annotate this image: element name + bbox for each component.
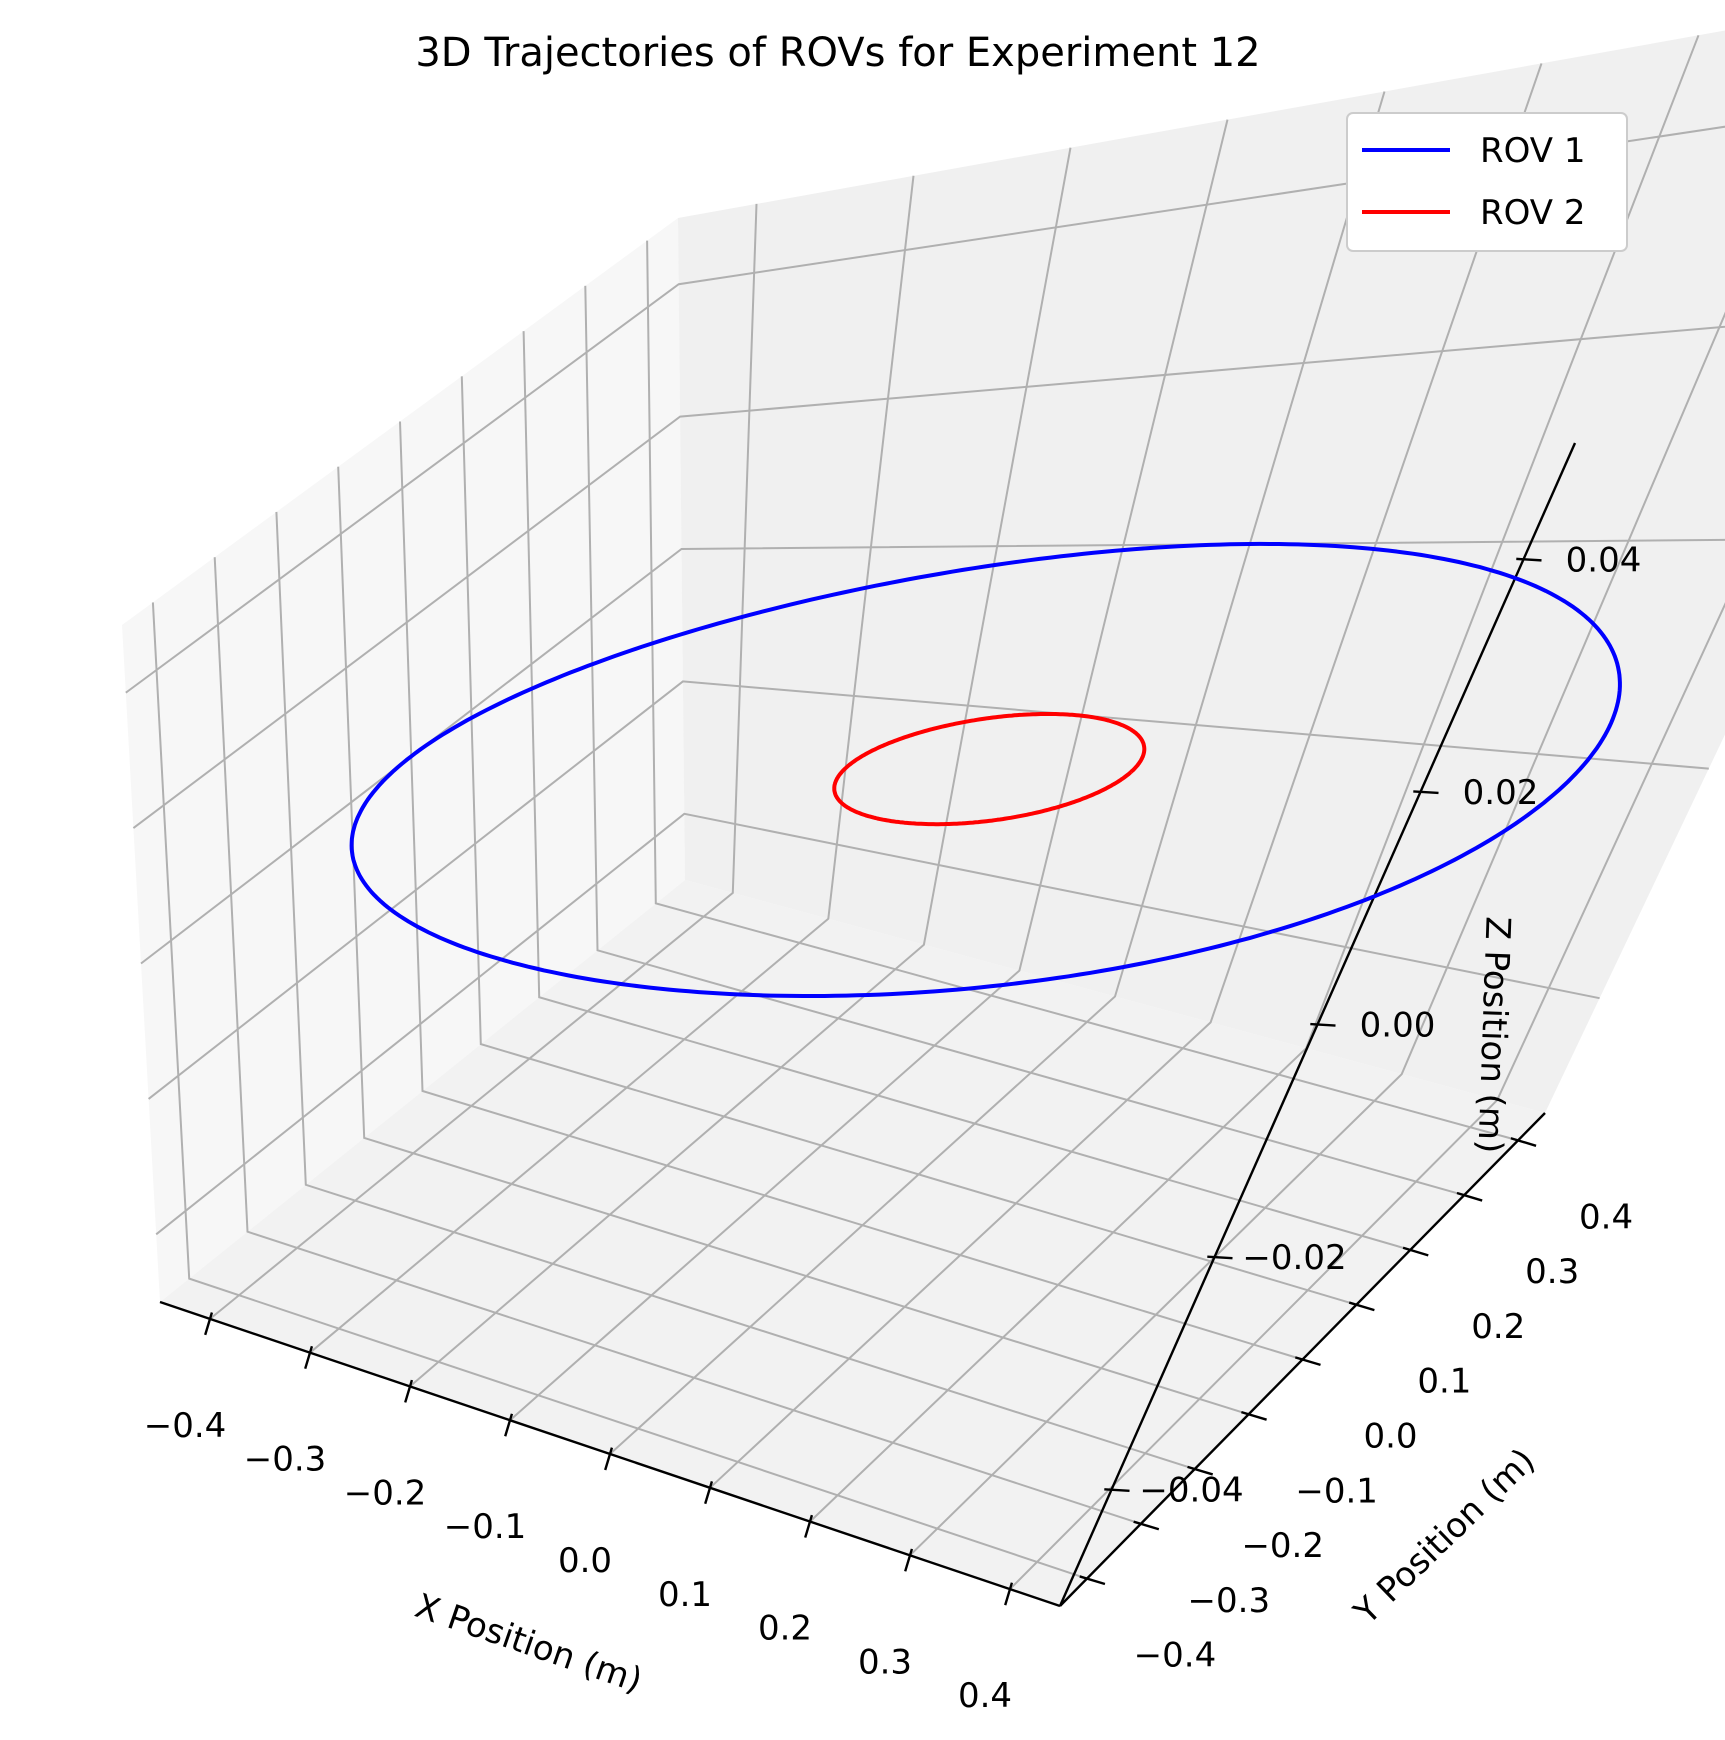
z-axis-label: Z Position (m) (1469, 916, 1517, 1154)
y-tick-2-mark (1187, 1465, 1214, 1476)
y-tick-6-label: 0.2 (1471, 1307, 1525, 1347)
y-tick-3-label: −0.1 (1295, 1471, 1378, 1511)
x-tick-0-mark (204, 1312, 214, 1336)
x-tick-2-label: −0.2 (344, 1473, 427, 1513)
grid-y-4 (399, 421, 1303, 1361)
floor-pane (160, 880, 1545, 1606)
grid-x-4 (609, 91, 1386, 1455)
grid-y-8 (646, 240, 1519, 1142)
x-tick-1-label: −0.3 (244, 1440, 327, 1480)
y-tick-5-label: 0.1 (1417, 1362, 1471, 1402)
z-tick-1-label: −0.02 (1242, 1238, 1346, 1278)
grid-x-3 (509, 119, 1229, 1421)
x-tick-4-label: 0.0 (558, 1541, 612, 1581)
y-tick-8-mark (1510, 1137, 1537, 1147)
grid-y-0 (151, 602, 1088, 1580)
y-tick-5-mark (1348, 1301, 1375, 1312)
y-tick-2-label: −0.2 (1241, 1526, 1324, 1566)
x-tick-1-mark (304, 1345, 314, 1370)
x-axis-label: X Position (m) (410, 1586, 647, 1701)
grid-z-0 (155, 812, 1600, 1236)
x-tick-2-mark (404, 1379, 414, 1403)
axes-panes (122, 30, 1725, 1606)
y-tick-1-label: −0.3 (1188, 1581, 1271, 1621)
grid-x-1 (309, 175, 915, 1354)
grid-z-1 (147, 680, 1709, 1100)
grid-x-2 (409, 147, 1072, 1388)
x-tick-3-label: −0.1 (444, 1507, 527, 1547)
x-tick-5-mark (704, 1481, 714, 1505)
x-tick-4-mark (604, 1447, 614, 1471)
z-tick-3-label: 0.02 (1463, 773, 1539, 813)
x-tick-0-label: −0.4 (144, 1406, 227, 1446)
y-tick-8-label: 0.4 (1579, 1197, 1633, 1237)
y-tick-1-mark (1133, 1520, 1160, 1531)
y-tick-0-mark (1079, 1575, 1106, 1586)
x-tick-6-label: 0.2 (758, 1609, 812, 1649)
grid-x-7 (909, 311, 1725, 1557)
series-rov-2 (832, 712, 1147, 827)
z-tick-4-mark (1516, 557, 1542, 562)
y-axis-label: Y Position (m) (1346, 1441, 1543, 1633)
legend-frame (1346, 112, 1628, 252)
grid-x-0 (209, 203, 758, 1320)
x-tick-7-label: 0.3 (858, 1642, 912, 1682)
legend-label-rov-1: ROV 1 (1480, 131, 1586, 171)
grid-z-2 (140, 538, 1725, 965)
x-tick-8-label: 0.4 (958, 1676, 1012, 1716)
grid-x-8 (1009, 602, 1725, 1590)
y-tick-7-mark (1456, 1191, 1483, 1202)
z-tick-0-mark (1104, 1488, 1130, 1492)
z-tick-1-mark (1207, 1255, 1233, 1260)
grid-lines (125, 34, 1725, 1590)
back-wall-pane (678, 30, 1725, 1113)
x-tick-8-mark (1004, 1582, 1014, 1606)
trajectories (349, 541, 1622, 998)
z-tick-0-label: −0.04 (1139, 1471, 1243, 1511)
y-tick-3-mark (1241, 1410, 1267, 1421)
z-tick-2-label: 0.00 (1360, 1006, 1436, 1046)
y-tick-7-label: 0.3 (1525, 1252, 1579, 1292)
x-tick-7-mark (904, 1548, 914, 1572)
axis-lines (159, 442, 1577, 1608)
y-tick-4-label: 0.0 (1363, 1417, 1417, 1457)
x-tick-6-mark (804, 1514, 814, 1538)
grid-y-6 (522, 331, 1411, 1251)
x-tick-3-mark (504, 1413, 514, 1437)
z-tick-2-mark (1310, 1022, 1336, 1027)
y-tick-6-mark (1402, 1246, 1429, 1257)
grid-z-3 (132, 325, 1725, 829)
grid-y-2 (275, 511, 1196, 1471)
grid-y-3 (337, 466, 1249, 1416)
series-rov-1 (349, 541, 1622, 998)
grid-y-7 (584, 285, 1465, 1197)
x-tick-5-label: 0.1 (658, 1575, 712, 1615)
y-tick-4-mark (1294, 1356, 1321, 1367)
tick-labels: −0.4−0.3−0.2−0.10.00.10.20.30.4−0.4−0.3−… (144, 540, 1642, 1716)
legend-label-rov-2: ROV 2 (1480, 193, 1586, 233)
z-tick-3-mark (1413, 790, 1439, 795)
grid-y-1 (213, 557, 1142, 1525)
chart-title: 3D Trajectories of ROVs for Experiment 1… (415, 30, 1260, 76)
y-tick-0-label: −0.4 (1134, 1636, 1217, 1676)
z-tick-4-label: 0.04 (1566, 540, 1642, 580)
grid-x-5 (709, 63, 1543, 1489)
legend: ROV 1 ROV 2 (1346, 112, 1628, 252)
grid-y-5 (460, 376, 1357, 1306)
